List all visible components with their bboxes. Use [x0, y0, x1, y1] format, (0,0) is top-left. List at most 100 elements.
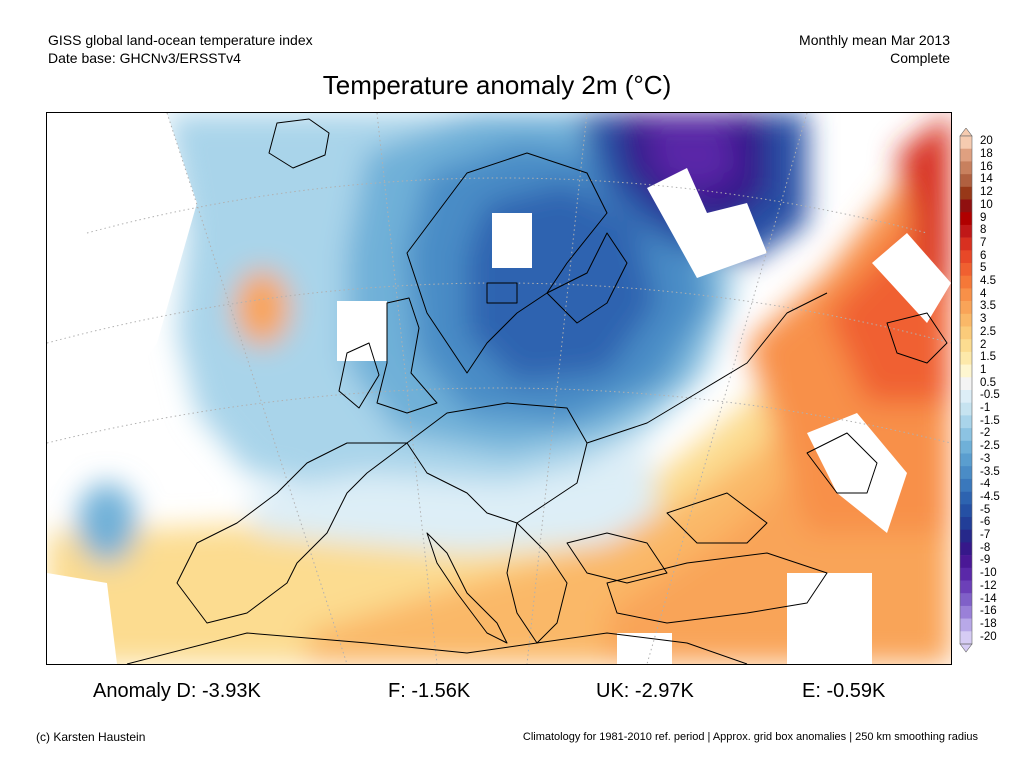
anomaly-fr-stat: F: -1.56K	[388, 680, 470, 703]
stat-value: -3.93K	[201, 680, 261, 702]
colorbar-tick-label: 1.5	[980, 351, 996, 364]
colorbar-tick-label: -0.5	[980, 389, 1000, 402]
colorbar	[959, 128, 973, 653]
colorbar-swatch	[960, 275, 972, 289]
colorbar-swatch	[960, 161, 972, 175]
map-title: Temperature anomaly 2m (°C)	[322, 70, 672, 100]
colorbar-tick-label: -12	[980, 579, 997, 592]
colorbar-swatch	[960, 288, 972, 302]
header-left: GISS global land-ocean temperature index…	[48, 31, 313, 67]
colorbar-swatch	[960, 542, 972, 556]
colorbar-tick-label: -3.5	[980, 465, 1000, 478]
dataset-title: GISS global land-ocean temperature index	[48, 32, 313, 48]
colorbar-tick-label: -6	[980, 516, 991, 529]
stat-label: F:	[388, 680, 406, 702]
colorbar-tick-label: -10	[980, 567, 997, 580]
colorbar-swatch	[960, 136, 972, 149]
colorbar-swatch	[960, 517, 972, 530]
colorbar-tick-label: -20	[980, 630, 997, 643]
colorbar-tick-label: 5	[980, 262, 987, 275]
colorbar-swatch	[960, 212, 972, 226]
colorbar-swatch	[960, 186, 972, 200]
stat-label: Anomaly D:	[93, 680, 197, 702]
period-label: Monthly mean Mar 2013	[799, 32, 950, 48]
colorbar-swatch	[960, 199, 972, 213]
anomaly-map[interactable]	[46, 112, 952, 665]
colorbar-swatch	[960, 148, 972, 162]
colorbar-swatch	[960, 593, 972, 607]
colorbar-swatch	[960, 428, 972, 442]
colorbar-swatch	[960, 529, 972, 543]
colorbar-tick-label: -4	[980, 478, 991, 491]
colorbar-swatch	[960, 364, 972, 378]
colorbar-tick-label: -2	[980, 427, 991, 440]
colorbar-tick-label: 4.5	[980, 275, 996, 288]
stat-value: -2.97K	[634, 680, 694, 702]
colorbar-tick-label: 14	[980, 173, 993, 186]
colorbar-swatch	[960, 313, 972, 327]
colorbar-tick-label: 7	[980, 236, 987, 249]
missing-data-areas	[47, 113, 951, 664]
colorbar-tick-label: -8	[980, 541, 991, 554]
colorbar-tick-label: 4	[980, 287, 987, 300]
colorbar-swatch	[960, 478, 972, 492]
colorbar-tick-label: -4.5	[980, 490, 1000, 503]
colorbar-tick-label: -3	[980, 452, 991, 465]
colorbar-swatch	[960, 631, 972, 645]
coastlines	[126, 118, 948, 664]
colorbar-swatch	[960, 567, 972, 581]
colorbar-tick-label: 8	[980, 224, 987, 237]
colorbar-tick-label: 16	[980, 160, 993, 173]
colorbar-tick-label: -1.5	[980, 414, 1000, 427]
stat-value: -1.56K	[411, 680, 471, 702]
colorbar-swatch	[960, 351, 972, 365]
colorbar-swatch	[960, 301, 972, 315]
credit: (c) Karsten Haustein	[36, 730, 146, 744]
colorbar-tick-label: 20	[980, 135, 993, 148]
colorbar-swatch	[960, 580, 972, 594]
colorbar-tick-label: 2	[980, 338, 987, 351]
data-base-label: Date base: GHCNv3/ERSSTv4	[48, 50, 241, 66]
colorbar-swatch	[960, 174, 972, 188]
colorbar-tick-label: 9	[980, 211, 987, 224]
colorbar-swatch	[960, 339, 972, 353]
colorbar-tick-label: 6	[980, 249, 987, 262]
footnote: Climatology for 1981-2010 ref. period | …	[522, 731, 978, 743]
colorbar-tick-label: 2.5	[980, 325, 996, 338]
colorbar-swatch	[960, 618, 972, 632]
anomaly-de-stat: Anomaly D: -3.93K	[93, 680, 261, 703]
colorbar-swatch	[960, 390, 972, 403]
colorbar-tick-label: -18	[980, 617, 997, 630]
colorbar-bottom-cap	[959, 643, 973, 653]
completeness-label: Complete	[890, 50, 950, 66]
colorbar-swatch	[960, 326, 972, 340]
colorbar-tick-label: -5	[980, 503, 991, 516]
colorbar-swatch	[960, 491, 972, 505]
colorbar-tick-label: -1	[980, 402, 991, 415]
colorbar-top-cap	[959, 128, 973, 137]
colorbar-swatch	[960, 377, 972, 391]
colorbar-tick-label: -7	[980, 529, 991, 542]
colorbar-swatch	[960, 224, 972, 238]
colorbar-tick-label: 10	[980, 198, 993, 211]
colorbar-swatch	[960, 453, 972, 467]
colorbar-swatch	[960, 605, 972, 619]
colorbar-swatch	[960, 237, 972, 251]
colorbar-swatch	[960, 504, 972, 518]
colorbar-swatch	[960, 250, 972, 264]
stat-label: UK:	[596, 680, 630, 702]
colorbar-swatch	[960, 555, 972, 569]
stat-label: E:	[802, 680, 821, 702]
colorbar-swatch	[960, 440, 972, 454]
colorbar-swatch	[960, 415, 972, 429]
colorbar-tick-label: -16	[980, 605, 997, 618]
colorbar-tick-label: 3	[980, 313, 987, 326]
colorbar-tick-label: -2.5	[980, 440, 1000, 453]
colorbar-tick-label: -14	[980, 592, 997, 605]
colorbar-swatch	[960, 402, 972, 416]
anomaly-es-stat: E: -0.59K	[802, 680, 885, 703]
colorbar-frame	[959, 135, 973, 645]
colorbar-tick-label: 0.5	[980, 376, 996, 389]
anomaly-map-canvas	[47, 113, 951, 664]
colorbar-swatch	[960, 263, 972, 276]
